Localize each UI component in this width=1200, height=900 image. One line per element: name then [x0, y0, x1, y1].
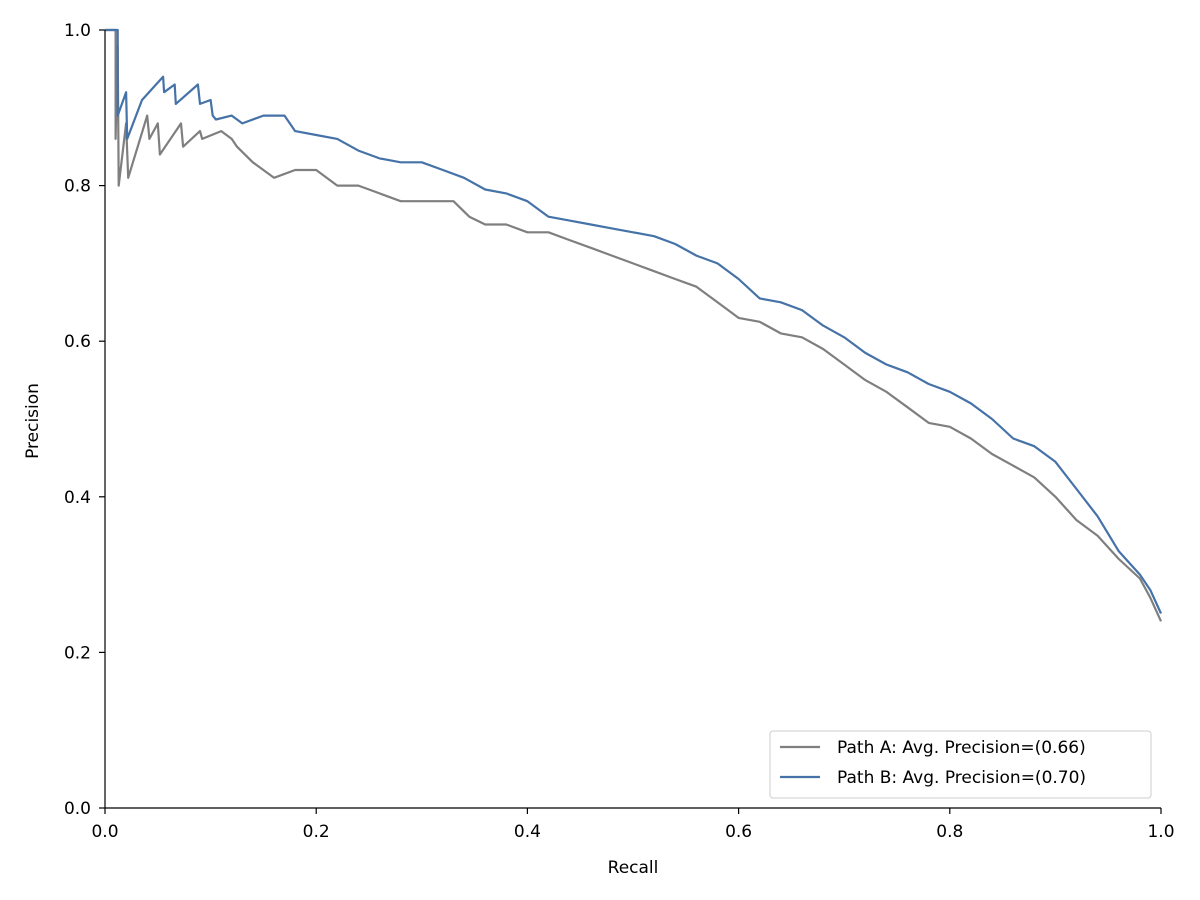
x-tick-label: 1.0	[1147, 822, 1174, 842]
legend-box	[769, 730, 1152, 799]
y-tick-label: 0.2	[64, 643, 91, 663]
y-tick-label: 0.4	[64, 488, 91, 508]
legend-entry-path-b: Path B: Avg. Precision=(0.70)	[837, 768, 1086, 788]
axes-layer	[104, 30, 1161, 809]
x-axis-label: Recall	[608, 858, 659, 878]
series-layer	[105, 28, 1163, 622]
x-tick-label: 0.2	[303, 822, 330, 842]
series-line-path-a	[105, 28, 1163, 622]
y-tick-label: 0.6	[64, 332, 91, 352]
legend: Path A: Avg. Precision=(0.66) Path B: Av…	[769, 730, 1152, 799]
legend-entry-path-a: Path A: Avg. Precision=(0.66)	[837, 738, 1086, 758]
y-tick-label: 0.0	[64, 799, 91, 819]
y-tick-label: 1.0	[64, 21, 91, 41]
y-axis-label: Precision	[23, 383, 43, 459]
x-tick-label: 0.6	[725, 822, 752, 842]
x-tick-label: 0.8	[936, 822, 963, 842]
series-line-path-b	[105, 28, 1163, 614]
x-tick-label: 0.0	[91, 822, 118, 842]
x-tick-label: 0.4	[514, 822, 541, 842]
y-tick-label: 0.8	[64, 177, 91, 197]
ticks-layer: 0.0 0.2 0.4 0.6 0.8 1.0 0.0 0.2 0.4 0.6 0.8 1.0	[64, 21, 1175, 842]
